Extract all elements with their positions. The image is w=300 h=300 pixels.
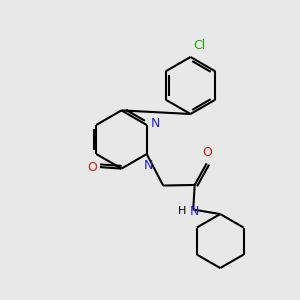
Text: H: H: [178, 206, 187, 216]
Text: O: O: [88, 160, 98, 174]
Text: O: O: [202, 146, 212, 159]
Text: Cl: Cl: [193, 39, 205, 52]
Text: N: N: [190, 205, 200, 218]
Text: N: N: [143, 159, 153, 172]
Text: N: N: [150, 117, 160, 130]
